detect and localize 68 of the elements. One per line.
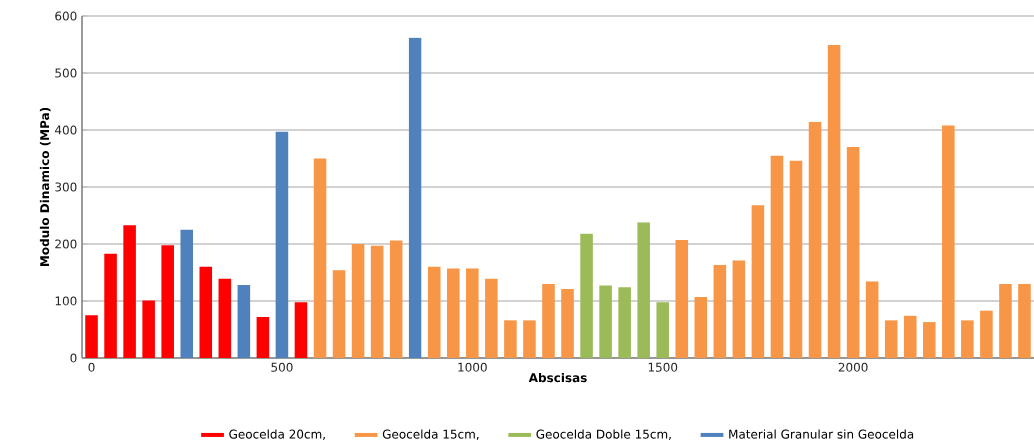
bar xyxy=(123,225,136,358)
y-tick-label: 100 xyxy=(55,296,77,306)
bar xyxy=(789,160,803,358)
bar xyxy=(85,315,98,358)
bar xyxy=(580,233,593,358)
x-axis-title: Abscisas xyxy=(528,372,587,383)
x-tick-label: 0 xyxy=(88,362,95,372)
y-tick-label: 400 xyxy=(54,125,77,135)
y-tick-label: 0 xyxy=(70,353,77,363)
bar xyxy=(199,266,213,358)
bar xyxy=(256,316,270,358)
legend-label: Geocelda Doble 15cm, xyxy=(536,429,671,440)
bar xyxy=(903,315,917,358)
bar xyxy=(370,245,384,358)
bar xyxy=(332,270,346,358)
bar xyxy=(751,205,765,358)
bar xyxy=(599,285,612,358)
bar xyxy=(846,147,860,358)
x-tick-label: 1500 xyxy=(648,362,678,372)
x-tick-label: 2000 xyxy=(838,362,868,372)
bar xyxy=(485,278,498,358)
bar xyxy=(180,229,194,358)
bar xyxy=(104,253,117,358)
bar xyxy=(275,131,289,358)
bar xyxy=(313,158,327,358)
y-axis-title: Modulo Dinamico (MPa) xyxy=(39,107,51,266)
bar xyxy=(942,125,955,358)
bar xyxy=(770,155,784,358)
bar xyxy=(561,289,574,358)
bar xyxy=(713,265,727,358)
bar xyxy=(504,320,517,358)
bar xyxy=(218,278,232,358)
bar xyxy=(999,283,1012,358)
bar xyxy=(427,266,441,358)
bar xyxy=(961,320,974,358)
bar xyxy=(618,287,631,358)
bar xyxy=(542,283,555,358)
bar xyxy=(675,240,689,358)
y-tick-label: 300 xyxy=(55,182,77,192)
bar xyxy=(827,45,841,358)
bar xyxy=(637,222,650,358)
bar xyxy=(466,268,479,358)
bar xyxy=(980,310,993,358)
bar xyxy=(923,322,936,358)
legend-label: Material Granular sin Geocelda xyxy=(729,429,914,439)
bar xyxy=(237,285,251,358)
x-tick-label: 1000 xyxy=(458,362,487,372)
y-tick-label: 600 xyxy=(55,11,77,21)
bar xyxy=(732,260,746,358)
bar xyxy=(523,320,536,358)
bar xyxy=(694,297,708,358)
bar xyxy=(294,302,308,358)
bar xyxy=(351,243,365,358)
bar xyxy=(142,300,155,358)
bar xyxy=(1018,283,1031,358)
bar xyxy=(865,281,879,358)
bar xyxy=(408,37,422,358)
y-tick-label: 500 xyxy=(55,68,77,78)
legend-label: Geocelda 20cm, xyxy=(229,429,325,440)
y-tick-label: 200 xyxy=(55,239,77,249)
x-tick-label: 500 xyxy=(271,362,293,372)
bar xyxy=(884,320,898,358)
bar xyxy=(161,245,174,358)
bar xyxy=(656,302,670,358)
bar xyxy=(447,268,460,358)
legend-label: Geocelda 15cm, xyxy=(382,429,479,440)
bar xyxy=(808,122,822,358)
bar xyxy=(389,240,403,358)
